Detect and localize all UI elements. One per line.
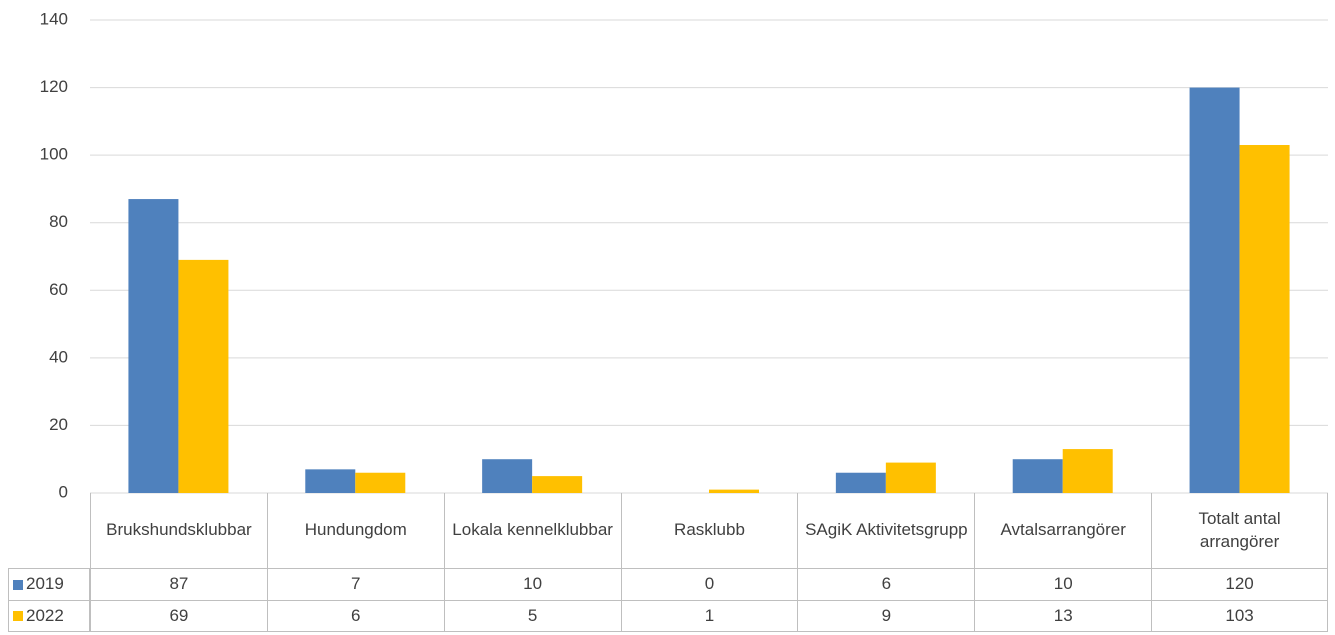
table-value: 0: [620, 568, 798, 600]
bar: [1062, 449, 1113, 493]
bar: [1012, 459, 1063, 493]
bar: [482, 459, 533, 493]
table-value: 103: [1151, 600, 1328, 632]
x-tick-label: Lokala kennelklubbar: [443, 493, 621, 568]
table-value: 69: [90, 600, 267, 632]
legend-entry: 2022: [8, 600, 90, 632]
legend-entry: 2019: [8, 568, 90, 600]
x-tick-label: Rasklubb: [620, 493, 798, 568]
bar: [885, 462, 936, 493]
x-tick-label: Hundungdom: [266, 493, 444, 568]
legend-key: [13, 579, 23, 590]
bar: [1239, 145, 1290, 493]
y-tick-label: 0: [59, 482, 68, 501]
table-value: 1: [620, 600, 798, 632]
bar: [709, 489, 759, 493]
table-value: 7: [266, 568, 444, 600]
table-value: 87: [90, 568, 267, 600]
legend-label: 2022: [26, 605, 64, 625]
y-tick-label: 60: [49, 280, 68, 299]
table-value: 10: [443, 568, 621, 600]
x-tick-label: Brukshundsklubbar: [90, 493, 267, 568]
bar: [305, 469, 356, 493]
bar: [532, 476, 583, 493]
table-value: 6: [266, 600, 444, 632]
y-tick-label: 80: [49, 212, 68, 231]
table-value: 6: [797, 568, 975, 600]
bar: [355, 472, 406, 493]
y-tick-label: 120: [40, 77, 68, 96]
y-tick-label: 100: [40, 145, 68, 164]
legend-label: 2019: [26, 574, 64, 594]
bar: [835, 472, 886, 493]
table-value: 9: [797, 600, 975, 632]
x-tick-label: SAgiK Aktivitetsgrupp: [797, 493, 974, 568]
y-tick-label: 40: [49, 347, 68, 366]
y-tick-label: 20: [49, 415, 68, 434]
legend-key: [13, 611, 23, 621]
table-value: 13: [974, 600, 1152, 632]
x-tick-label: Avtalsarrangörer: [974, 493, 1151, 568]
y-tick-label: 140: [40, 9, 68, 28]
bar: [1189, 87, 1240, 494]
bar: [178, 259, 229, 493]
table-value: 5: [443, 600, 621, 632]
table-value: 10: [974, 568, 1152, 600]
table-value: 120: [1151, 568, 1328, 600]
bar: [128, 199, 179, 494]
x-tick-label: Totalt antal arrangörer: [1151, 493, 1328, 568]
